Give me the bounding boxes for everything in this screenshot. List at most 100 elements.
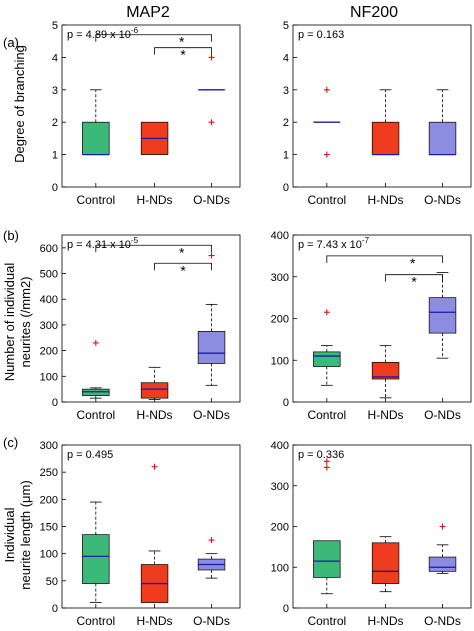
y-tick-label: 0 [52, 603, 58, 615]
outlier-point [208, 54, 215, 61]
x-tick-label-o-nds: O-NDs [193, 193, 230, 207]
p-value-annotation: p = 7.43 x 10-7 [298, 236, 370, 251]
x-tick-label-control: Control [307, 408, 346, 422]
p-value-annotation: p = 0.495 [67, 449, 113, 461]
iqr-box [371, 542, 400, 584]
x-tick-label-control: Control [307, 614, 346, 628]
iqr-box [428, 297, 457, 334]
box-h-nds [371, 536, 400, 593]
y-tick-label: 100 [271, 355, 289, 367]
significance-star: * [179, 34, 185, 50]
significance-star: * [180, 262, 186, 278]
y-tick-label: 300 [40, 320, 58, 332]
outlier-point [323, 151, 330, 158]
iqr-box [140, 382, 169, 399]
iqr-box [82, 534, 110, 584]
iqr-box [428, 556, 457, 572]
y-tick-label: 200 [40, 346, 58, 358]
outlier-point [208, 537, 215, 544]
x-tick-label-o-nds: O-NDs [193, 614, 230, 628]
y-tick-label: 4 [283, 52, 289, 64]
y-tick-label: 100 [40, 549, 58, 561]
row-label-a: (a) [3, 35, 19, 50]
y-tick-label: 600 [40, 243, 58, 255]
x-tick-label-h-nds: H-NDs [137, 614, 173, 628]
box-control [313, 86, 341, 158]
box-control [313, 458, 341, 595]
iqr-box [82, 121, 110, 155]
y-tick-label: 50 [46, 576, 58, 588]
x-tick-label-h-nds: H-NDs [368, 408, 404, 422]
y-tick-label: 200 [271, 314, 289, 326]
y-tick-label: 500 [40, 269, 58, 281]
p-value-annotation: p = 4.31 x 10-5 [67, 236, 139, 251]
panel-2: 0 1 2 3 4 5 Control H-NDs O-NDs p = 0.163 [283, 20, 472, 207]
p-value-annotation: p = 4.89 x 10-6 [67, 26, 139, 41]
significance-bracket [154, 47, 212, 55]
y-tick-label: 1 [52, 150, 58, 162]
x-tick-label-h-nds: H-NDs [368, 614, 404, 628]
x-tick-label-control: Control [76, 614, 115, 628]
y-tick-label: 400 [271, 230, 289, 242]
box-h-nds [371, 89, 400, 156]
panels-group: 0 1 2 3 4 5 Control H-NDs O-NDs * * p = 4.89 x 10-6… [40, 20, 472, 628]
box-o-nds [428, 523, 457, 574]
box-control [313, 309, 341, 386]
y-tick-label: 200 [40, 494, 58, 506]
y-tick-label: 300 [271, 272, 289, 284]
x-tick-label-control: Control [76, 408, 115, 422]
x-tick-label-o-nds: O-NDs [424, 408, 461, 422]
outlier-point [323, 86, 330, 93]
y-tick-label: 3 [52, 85, 58, 97]
iqr-box [371, 361, 400, 380]
y-tick-label: 250 [40, 467, 58, 479]
outlier-point [439, 523, 446, 530]
y-tick-label: 2 [283, 117, 289, 129]
y-tick-label: 100 [40, 371, 58, 383]
panel-1: 0 1 2 3 4 5 Control H-NDs O-NDs ** p = 4.89 x 10-6 [52, 20, 241, 207]
significance-star: * [410, 255, 416, 271]
outlier-point [323, 309, 330, 316]
plot-frame [61, 234, 241, 403]
x-tick-label-o-nds: O-NDs [424, 614, 461, 628]
y-tick-label: 150 [40, 522, 58, 534]
y-tick-label: 0 [283, 603, 289, 615]
significance-bracket [385, 274, 443, 282]
outlier-point [151, 463, 158, 470]
y-tick-label: 200 [271, 522, 289, 534]
row-label-b: (b) [3, 228, 19, 243]
y-tick-label: 4 [52, 52, 58, 64]
panel-5: 0 50 100 150 200 250 300 Control H-NDs O-NDs p = 0… [40, 440, 241, 628]
y-tick-label: 0 [52, 397, 58, 409]
y-tick-label: 300 [40, 440, 58, 452]
iqr-box [428, 121, 457, 155]
ylabel-row-c-line-1: Individual [2, 507, 17, 562]
y-tick-label: 0 [283, 182, 289, 194]
outlier-point [208, 252, 215, 259]
box-h-nds [371, 345, 400, 399]
panel-3: 0 100 200 300 400 500 600 Control H-NDs O-NDs * * p … [40, 234, 241, 422]
box-o-nds [198, 54, 225, 126]
y-tick-label: 5 [283, 20, 289, 32]
outlier-point [323, 464, 330, 471]
ylabel-row-a: Degree of branching [12, 45, 27, 163]
y-tick-label: 300 [271, 481, 289, 493]
row-label-c: (c) [3, 435, 18, 450]
panel-6: 0 100 200 300 400 Control H-NDs O-NDs p = 0.336 [271, 440, 472, 628]
iqr-box [197, 330, 226, 364]
x-tick-label-control: Control [76, 193, 115, 207]
box-o-nds [428, 272, 457, 359]
y-tick-label: 0 [52, 182, 58, 194]
box-h-nds [140, 121, 169, 155]
box-o-nds [428, 89, 457, 156]
ylabel-row-b-line-2: neurites (/mm2) [18, 276, 33, 367]
plot-frame [292, 24, 472, 188]
x-tick-label-h-nds: H-NDs [368, 193, 404, 207]
box-control [82, 501, 110, 603]
significance-star: * [179, 244, 185, 260]
y-tick-label: 5 [52, 20, 58, 32]
iqr-box [313, 540, 341, 578]
x-tick-label-o-nds: O-NDs [424, 193, 461, 207]
y-tick-label: 3 [283, 85, 289, 97]
